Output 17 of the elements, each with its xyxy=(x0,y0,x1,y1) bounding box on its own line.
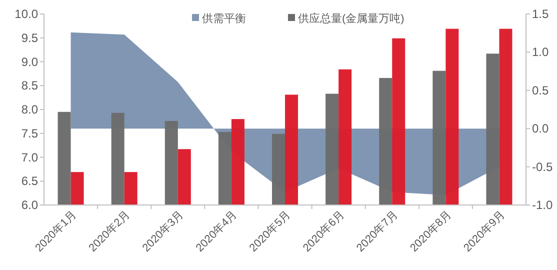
y2-tick-label: 1.5 xyxy=(532,7,550,21)
y-tick-label: 6.0 xyxy=(21,198,38,212)
y2-tick-label: 0.0 xyxy=(532,122,550,136)
y-tick-label: 7.0 xyxy=(21,150,38,164)
legend-label: 供需平衡 xyxy=(202,13,246,25)
y-tick-label: 8.5 xyxy=(21,78,38,93)
y-tick-label: 7.5 xyxy=(21,126,38,140)
y2-tick-label: 1.0 xyxy=(532,45,550,60)
y2-tick-label: -0.5 xyxy=(532,160,554,174)
y2-tick-label: -1.0 xyxy=(532,198,554,212)
legend-label: 供应总量(金属量万吨) xyxy=(298,12,404,25)
y2-tick-label: 0.5 xyxy=(532,83,550,98)
y-tick-label: 9.5 xyxy=(21,30,38,45)
y-tick-label: 9.0 xyxy=(21,54,38,69)
y-tick-label: 6.5 xyxy=(21,174,38,188)
y-tick-label: 8.0 xyxy=(21,102,38,116)
y-tick-label: 10.0 xyxy=(14,7,38,21)
